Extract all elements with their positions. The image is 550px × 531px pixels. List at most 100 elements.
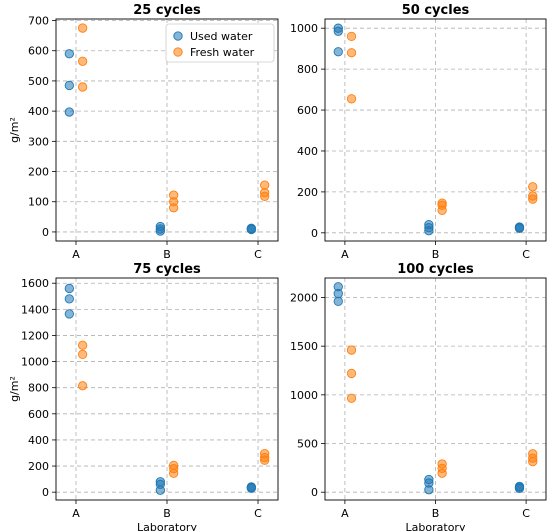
fresh-water-point (437, 468, 447, 478)
legend-box (165, 23, 275, 63)
fresh-water-point (528, 182, 538, 192)
y-tick-label: 600 (297, 104, 318, 117)
fresh-water-point (346, 31, 357, 42)
y-tick-label: 200 (28, 166, 49, 179)
y-tick-label: 100 (28, 196, 49, 209)
used-water-point (64, 309, 74, 319)
fresh-water-point (77, 349, 88, 360)
x-axis-label: Laboratory (406, 521, 466, 531)
used-water-point (64, 80, 74, 91)
used-water-point (514, 223, 525, 233)
x-tick-label: C (522, 507, 530, 520)
y-tick-label: 600 (28, 408, 49, 421)
fresh-water-point (346, 393, 357, 403)
subplot-title: 75 cycles (133, 262, 201, 277)
plot-frame (55, 277, 279, 501)
y-tick-label: 1200 (21, 329, 49, 342)
y-tick-label: 1000 (290, 22, 318, 35)
y-tick-label: 2000 (290, 291, 318, 304)
used-water-point (155, 226, 165, 236)
x-tick-label: A (72, 507, 80, 520)
fresh-water-point (346, 48, 357, 58)
used-water-point (64, 49, 74, 59)
used-water-point (64, 294, 74, 304)
fresh-water-point (77, 82, 88, 92)
y-tick-label: 1000 (290, 389, 318, 402)
subplot-1: 0 100 200 300 400 500 600 700 A B C 25 cycles g/m² (8, 3, 279, 261)
fresh-water-point (437, 205, 447, 215)
y-tick-label: 400 (28, 105, 49, 118)
fresh-water-point (77, 23, 88, 33)
legend-entry: Used water (190, 30, 253, 43)
legend: Used water Fresh water (165, 23, 275, 63)
used-water-point (333, 288, 343, 299)
fresh-water-point (346, 94, 357, 104)
plot-frame (55, 18, 279, 242)
y-tick-label: 500 (28, 75, 49, 88)
y-tick-label: 1600 (21, 277, 49, 290)
fresh-water-point (169, 468, 179, 478)
y-tick-label: 0 (311, 227, 318, 240)
y-tick-label: 700 (28, 15, 49, 28)
y-tick-label: 600 (28, 45, 49, 58)
subplot-title: 100 cycles (397, 262, 474, 277)
used-water-point (333, 26, 343, 36)
x-tick-label: B (163, 248, 171, 261)
x-tick-label: C (522, 248, 530, 261)
x-axis-label: Laboratory (137, 521, 197, 531)
y-tick-label: 1500 (290, 340, 318, 353)
fresh-water-point (77, 340, 88, 350)
y-axis-label: g/m² (8, 376, 21, 402)
fresh-water-point (260, 191, 270, 201)
y-tick-label: 800 (297, 63, 318, 76)
x-tick-label: B (432, 248, 440, 261)
y-tick-label: 1400 (21, 303, 49, 316)
subplot-title: 50 cycles (402, 3, 470, 18)
fresh-water-point (346, 345, 357, 355)
subplot-title: 25 cycles (133, 3, 201, 18)
subplot-3: 0 200 400 600 800 1000 1200 1400 1600 A B C 75 cycle… (8, 262, 279, 531)
y-tick-label: 400 (297, 145, 318, 158)
y-tick-label: 200 (297, 186, 318, 199)
plot-frame (324, 18, 547, 242)
legend-entry: Fresh water (190, 46, 255, 59)
x-tick-label: B (432, 507, 440, 520)
fresh-water-point (77, 381, 88, 391)
subplot-2: 0 200 400 600 800 1000 A B C 50 cycles (290, 3, 547, 261)
used-water-point (246, 224, 257, 235)
y-tick-label: 0 (42, 486, 49, 499)
x-tick-label: A (341, 507, 349, 520)
x-tick-label: A (72, 248, 80, 261)
used-water-point (514, 483, 525, 493)
used-water-point (333, 47, 343, 57)
y-axis-label: g/m² (8, 117, 21, 143)
used-water-point (424, 485, 434, 495)
used-water-point (64, 283, 74, 294)
x-tick-label: B (163, 507, 171, 520)
used-water-point (424, 226, 434, 236)
y-tick-label: 1000 (21, 356, 49, 369)
y-tick-label: 300 (28, 135, 49, 148)
legend-fresh-water-marker (173, 47, 183, 57)
fresh-water-point (169, 203, 179, 213)
y-tick-label: 500 (297, 438, 318, 451)
legend-used-water-marker (173, 31, 183, 41)
x-tick-label: C (254, 507, 262, 520)
y-tick-label: 400 (28, 434, 49, 447)
y-tick-label: 0 (311, 486, 318, 499)
y-tick-label: 0 (42, 226, 49, 239)
plot-frame (324, 277, 547, 501)
y-tick-label: 200 (28, 460, 49, 473)
used-water-point (333, 296, 343, 307)
subplot-4: 0 500 1000 1500 2000 A B C 100 cycles Laboratory (290, 262, 547, 531)
x-tick-label: C (254, 248, 262, 261)
used-water-point (155, 485, 165, 495)
used-water-point (246, 483, 257, 493)
fresh-water-point (77, 56, 88, 66)
x-tick-label: A (341, 248, 349, 261)
fresh-water-point (528, 456, 538, 467)
fresh-water-point (528, 194, 538, 204)
y-tick-label: 800 (28, 382, 49, 395)
fresh-water-point (260, 455, 270, 465)
